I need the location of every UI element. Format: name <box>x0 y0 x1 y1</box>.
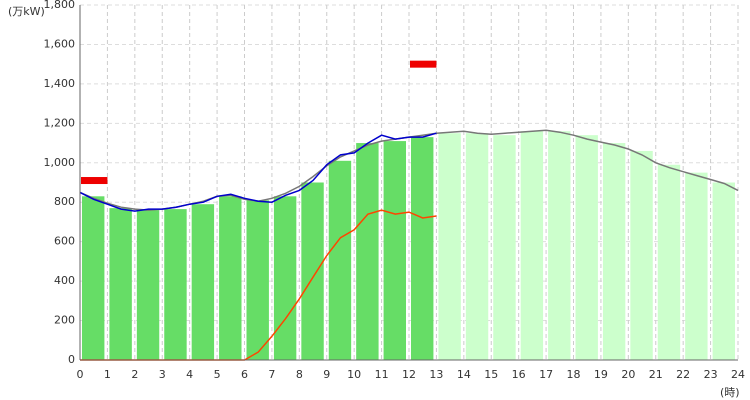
bar <box>219 196 242 360</box>
x-tick-label: 12 <box>402 368 416 381</box>
bar <box>493 135 516 360</box>
bar <box>685 172 708 360</box>
x-tick-label: 7 <box>268 368 275 381</box>
x-tick-label: 14 <box>457 368 471 381</box>
x-tick-label: 21 <box>649 368 663 381</box>
y-tick-label: 800 <box>54 195 75 208</box>
x-tick-label: 23 <box>704 368 718 381</box>
y-tick-label: 1,600 <box>44 37 76 50</box>
y-tick-label: 200 <box>54 314 75 327</box>
x-tick-label: 5 <box>214 368 221 381</box>
bar <box>575 135 598 360</box>
x-tick-label: 22 <box>676 368 690 381</box>
bar <box>520 131 544 360</box>
bar <box>328 160 352 360</box>
y-tick-label: 1,000 <box>44 156 76 169</box>
x-tick-label: 10 <box>347 368 361 381</box>
y-axis-label: (万kW) <box>8 5 45 18</box>
bar <box>301 182 324 360</box>
x-axis-label: (時) <box>720 386 740 399</box>
bar <box>548 131 571 360</box>
x-tick-label: 16 <box>512 368 526 381</box>
bar <box>383 141 406 360</box>
y-tick-label: 600 <box>54 235 75 248</box>
bar <box>246 200 269 360</box>
x-tick-label: 8 <box>296 368 303 381</box>
x-tick-label: 1 <box>104 368 111 381</box>
bar <box>109 208 132 360</box>
bar <box>602 143 626 360</box>
x-tick-label: 11 <box>375 368 389 381</box>
peak-marker <box>81 177 108 185</box>
y-tick-label: 0 <box>68 353 75 366</box>
bar <box>438 133 461 360</box>
x-tick-label: 20 <box>621 368 635 381</box>
peak-marker <box>410 60 437 68</box>
bar <box>82 196 105 360</box>
bar <box>465 133 489 360</box>
x-tick-label: 18 <box>567 368 581 381</box>
y-tick-label: 1,200 <box>44 116 76 129</box>
x-tick-label: 4 <box>186 368 193 381</box>
bar <box>164 209 187 360</box>
y-tick-label: 400 <box>54 274 75 287</box>
bar <box>356 143 379 360</box>
x-tick-label: 2 <box>131 368 138 381</box>
bar <box>136 210 160 360</box>
bar <box>191 204 215 360</box>
bar <box>657 164 681 360</box>
x-tick-label: 3 <box>159 368 166 381</box>
bar <box>712 182 735 360</box>
bar <box>630 150 653 360</box>
x-tick-label: 6 <box>241 368 248 381</box>
bar <box>273 196 297 360</box>
x-tick-label: 19 <box>594 368 608 381</box>
x-tick-label: 15 <box>484 368 498 381</box>
x-tick-label: 17 <box>539 368 553 381</box>
y-tick-label: 1,400 <box>44 77 76 90</box>
bar <box>411 137 434 360</box>
x-tick-label: 9 <box>323 368 330 381</box>
x-tick-label: 0 <box>77 368 84 381</box>
x-tick-label: 24 <box>731 368 745 381</box>
y-tick-label: 1,800 <box>44 0 76 11</box>
line-series <box>79 132 437 212</box>
x-tick-label: 13 <box>429 368 443 381</box>
